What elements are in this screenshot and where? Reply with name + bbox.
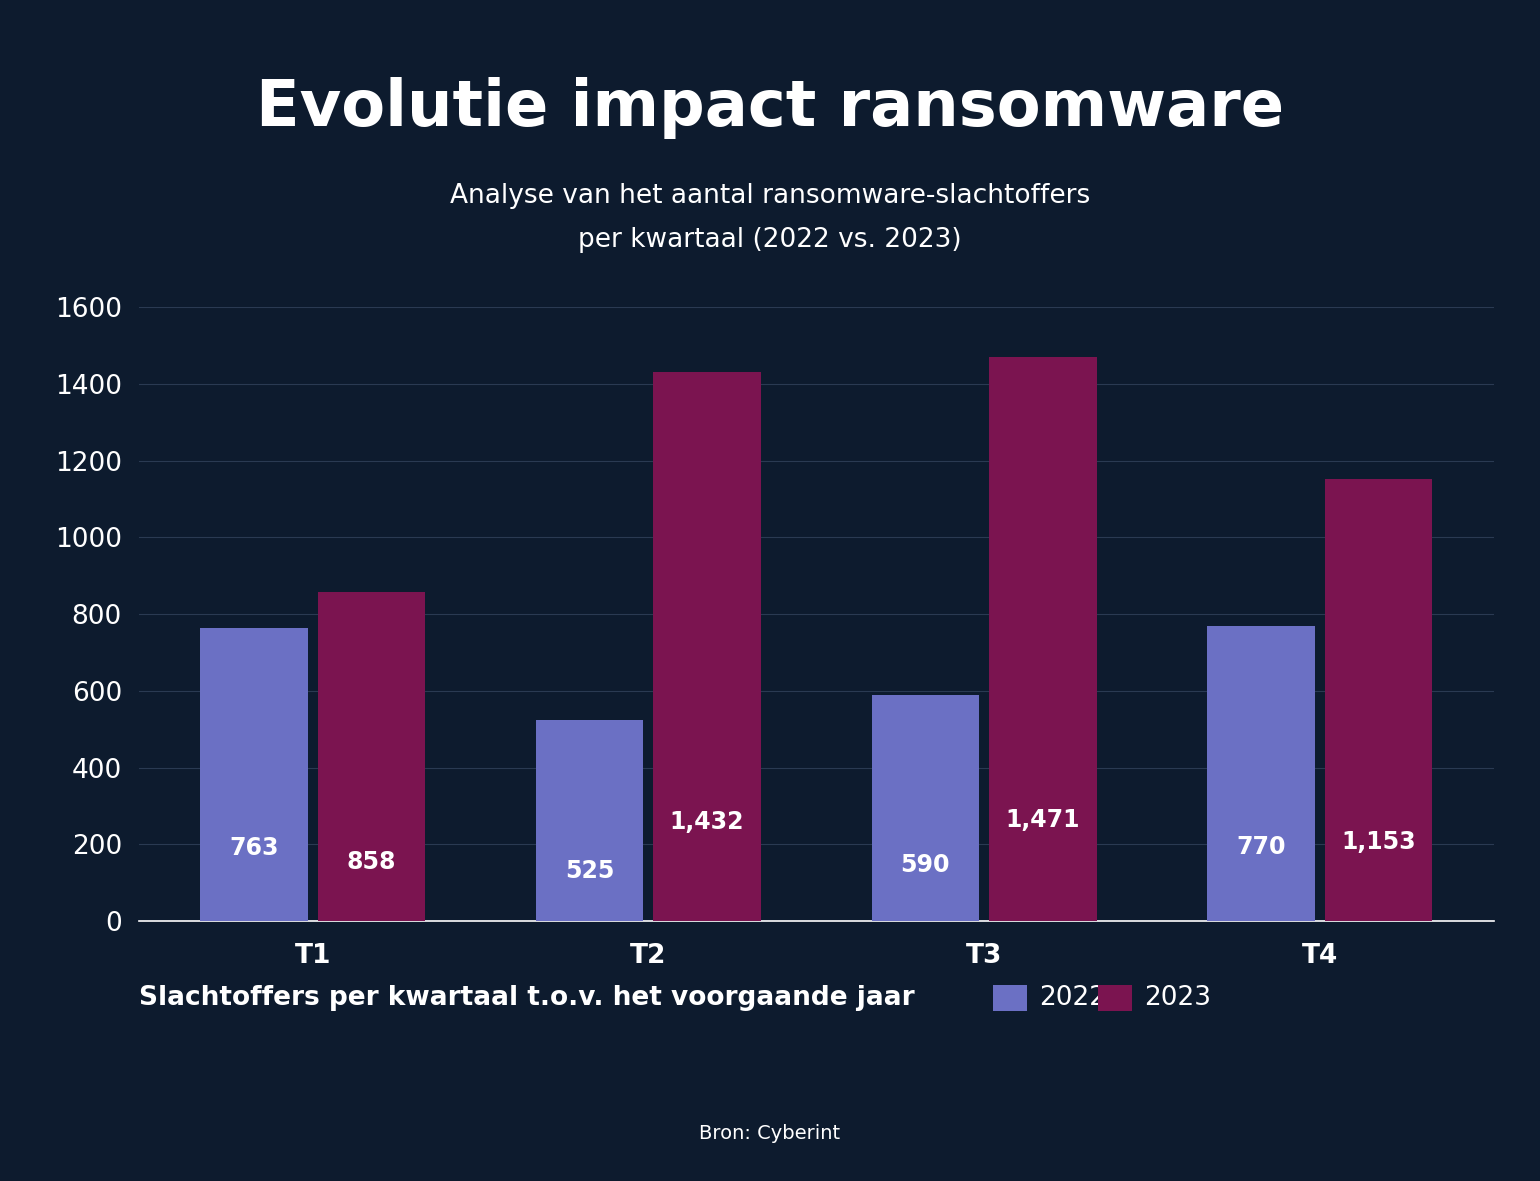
Bar xyxy=(653,372,761,921)
Bar xyxy=(536,719,644,921)
Bar xyxy=(1324,478,1432,921)
Text: 2022: 2022 xyxy=(1040,985,1107,1011)
Bar xyxy=(317,592,425,921)
Bar xyxy=(872,694,979,921)
Bar xyxy=(989,357,1096,921)
Text: Bron: Cyberint: Bron: Cyberint xyxy=(699,1124,841,1143)
Bar xyxy=(200,628,308,921)
Text: 770: 770 xyxy=(1237,835,1286,860)
Text: 763: 763 xyxy=(229,836,279,860)
Text: 1,153: 1,153 xyxy=(1341,829,1415,854)
Text: Evolutie impact ransomware: Evolutie impact ransomware xyxy=(256,77,1284,138)
Text: 2023: 2023 xyxy=(1144,985,1212,1011)
Text: 525: 525 xyxy=(565,859,614,883)
Text: 858: 858 xyxy=(346,850,396,874)
Text: 1,471: 1,471 xyxy=(1006,808,1080,831)
Text: Analyse van het aantal ransomware-slachtoffers
per kwartaal (2022 vs. 2023): Analyse van het aantal ransomware-slacht… xyxy=(450,183,1090,253)
Text: 1,432: 1,432 xyxy=(670,810,744,834)
Text: 590: 590 xyxy=(901,853,950,876)
Text: Slachtoffers per kwartaal t.o.v. het voorgaande jaar: Slachtoffers per kwartaal t.o.v. het voo… xyxy=(139,985,915,1011)
Bar xyxy=(1207,626,1315,921)
